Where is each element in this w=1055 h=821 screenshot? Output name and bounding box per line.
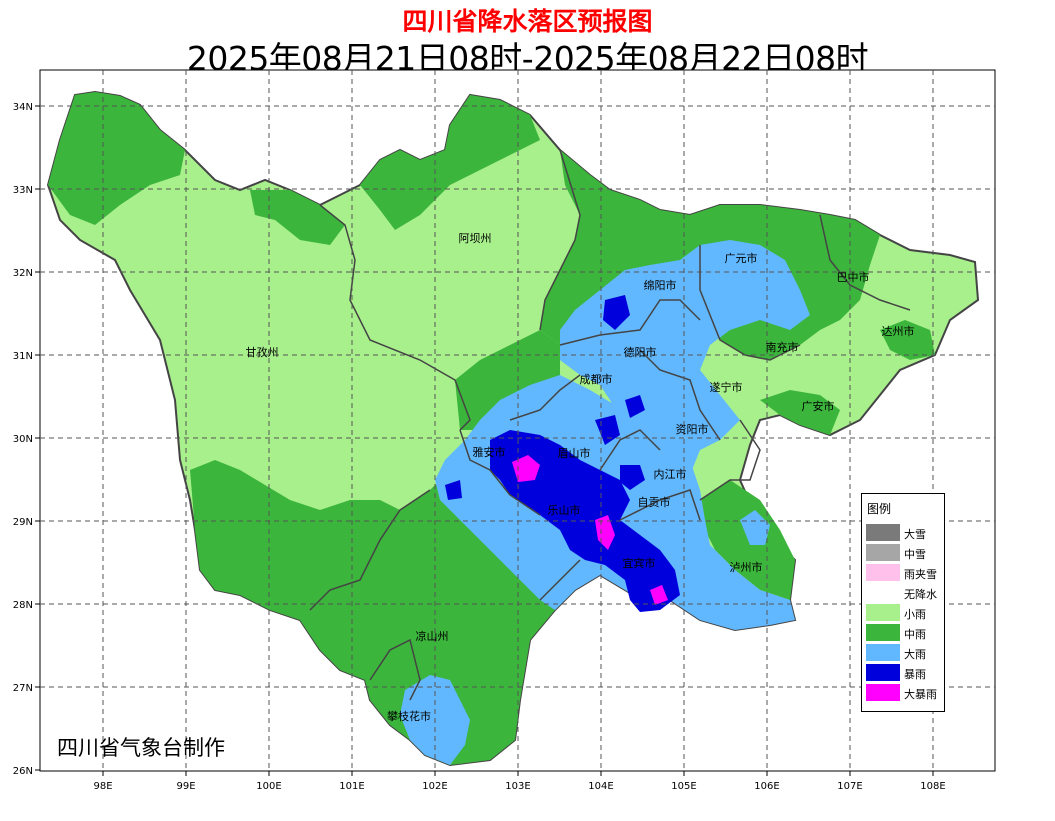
lon-label: 108E <box>920 781 945 792</box>
lon-label: 99E <box>176 781 195 792</box>
legend-item: 中雨 <box>866 624 944 642</box>
city-label: 成都市 <box>580 372 613 386</box>
lon-label: 106E <box>754 781 779 792</box>
legend-item: 小雨 <box>866 604 944 622</box>
city-label: 内江市 <box>654 467 687 481</box>
city-label: 泸州市 <box>730 560 763 574</box>
lat-label: 32N <box>13 268 33 279</box>
lat-label: 33N <box>13 185 33 196</box>
city-label: 德阳市 <box>624 345 657 359</box>
heavy-rainstorm-regions <box>512 455 668 605</box>
legend-swatch <box>866 684 900 701</box>
lon-label: 104E <box>588 781 613 792</box>
legend-item: 暴雨 <box>866 664 944 682</box>
legend-label: 小雨 <box>904 608 926 621</box>
city-labels: 阿坝州 甘孜州 广元市 巴中市 绵阳市 达州市 德阳市 南充市 成都市 遂宁市 … <box>246 231 915 723</box>
city-label: 绵阳市 <box>644 278 677 292</box>
city-label: 阿坝州 <box>459 231 492 245</box>
legend-label: 大雪 <box>904 528 926 541</box>
city-label: 南充市 <box>766 340 799 354</box>
legend-label: 大雨 <box>904 648 926 661</box>
map-title: 四川省降水落区预报图 <box>402 7 653 36</box>
legend-item: 中雪 <box>866 544 944 562</box>
city-label: 巴中市 <box>837 270 870 284</box>
legend-item: 大暴雨 <box>866 684 944 702</box>
legend-label: 中雪 <box>904 548 926 561</box>
lon-label: 103E <box>505 781 530 792</box>
prefecture-boundaries <box>309 149 911 701</box>
legend-swatch <box>866 624 900 641</box>
legend-item: 大雨 <box>866 644 944 662</box>
lat-label: 31N <box>13 351 33 362</box>
legend-label: 雨夹雪 <box>904 568 937 581</box>
city-label: 凉山州 <box>416 629 449 643</box>
lon-label: 98E <box>93 781 112 792</box>
legend-label: 暴雨 <box>904 668 926 681</box>
city-label: 遂宁市 <box>710 380 743 394</box>
longitude-labels: 98E 99E 100E 101E 102E 103E 104E 105E 10… <box>93 781 945 792</box>
lat-label: 26N <box>13 766 33 777</box>
lat-label: 34N <box>13 102 33 113</box>
city-label: 攀枝花市 <box>387 709 431 723</box>
city-label: 广元市 <box>725 251 758 265</box>
legend-swatch <box>866 584 900 601</box>
city-label: 雅安市 <box>473 445 506 459</box>
legend-label: 无降水 <box>904 588 937 601</box>
producer-credit: 四川省气象台制作 <box>57 736 225 760</box>
legend: 图例 大雪 中雪 雨夹雪 无降水 小雨 中雨 大雨 暴雨 大暴雨 <box>861 493 945 712</box>
province-area <box>46 90 980 767</box>
legend-item: 无降水 <box>866 584 944 602</box>
city-label: 甘孜州 <box>246 345 279 359</box>
legend-swatch <box>866 544 900 561</box>
legend-swatch <box>866 664 900 681</box>
lon-label: 101E <box>339 781 364 792</box>
lat-label: 27N <box>13 683 33 694</box>
legend-item: 雨夹雪 <box>866 564 944 582</box>
legend-swatch <box>866 564 900 581</box>
graticule <box>40 70 995 771</box>
legend-swatch <box>866 524 900 541</box>
legend-item: 大雪 <box>866 524 944 542</box>
lon-label: 102E <box>422 781 447 792</box>
legend-label: 大暴雨 <box>904 688 937 701</box>
legend-title: 图例 <box>867 502 892 516</box>
city-label: 达州市 <box>882 324 915 338</box>
lon-label: 107E <box>837 781 862 792</box>
lon-label: 100E <box>256 781 281 792</box>
city-label: 资阳市 <box>676 422 709 436</box>
legend-swatch <box>866 644 900 661</box>
latitude-labels: 34N 33N 32N 31N 30N 29N 28N 27N 26N <box>13 102 33 777</box>
axis-ticks <box>35 105 934 776</box>
lon-label: 105E <box>671 781 696 792</box>
legend-swatch <box>866 604 900 621</box>
lat-label: 30N <box>13 434 33 445</box>
city-label: 自贡市 <box>638 495 671 509</box>
lat-label: 29N <box>13 517 33 528</box>
legend-label: 中雨 <box>904 628 926 641</box>
city-label: 眉山市 <box>558 446 591 460</box>
city-label: 广安市 <box>802 399 835 413</box>
lat-label: 28N <box>13 600 33 611</box>
city-label: 乐山市 <box>548 503 581 517</box>
city-label: 宜宾市 <box>623 556 656 570</box>
